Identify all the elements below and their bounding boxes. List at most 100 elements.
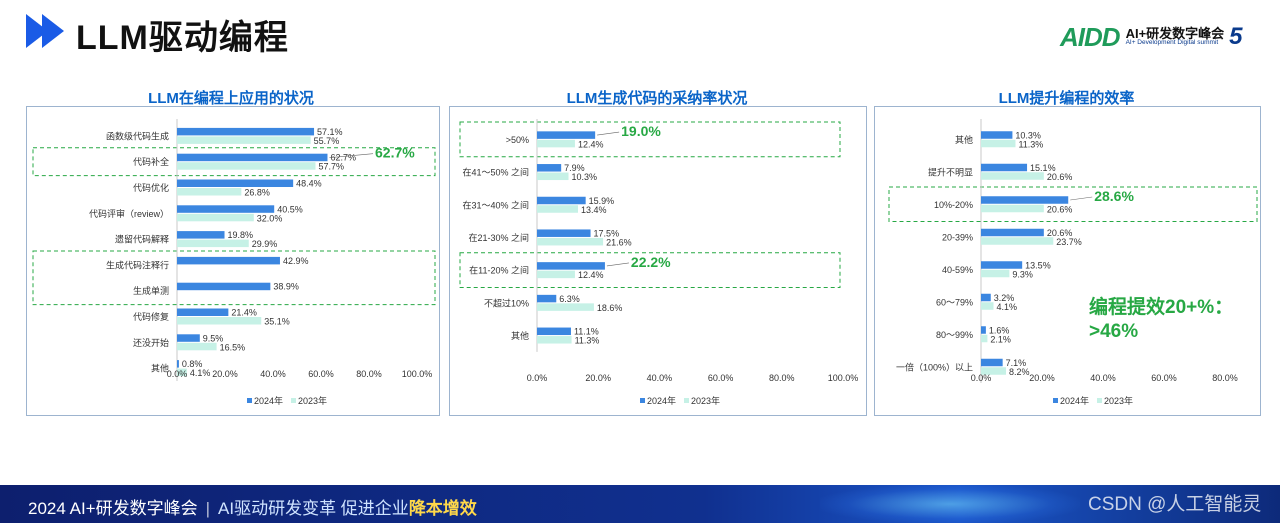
bar-2024 — [177, 308, 229, 316]
category-label: 20-39% — [942, 232, 973, 242]
bar-2023 — [981, 172, 1044, 180]
bar-2024 — [981, 293, 991, 302]
watermark: CSDN @人工智能灵 — [1088, 494, 1262, 515]
x-tick-label: 80.0% — [769, 373, 795, 383]
category-label: 60～79% — [936, 297, 973, 307]
x-tick-label: 20.0% — [585, 373, 611, 383]
bar-2024 — [537, 229, 591, 237]
x-tick-label: 40.0% — [260, 369, 286, 379]
data-label-2024: 17.5% — [594, 228, 620, 238]
leader-line — [329, 153, 374, 158]
footer-slogan-highlight: 降本增效 — [408, 499, 477, 518]
bar-2023 — [177, 162, 316, 170]
data-label-2023: 12.4% — [578, 139, 604, 149]
bar-2024 — [177, 153, 328, 162]
chart2-title: LLM生成代码的采纳率状况 — [566, 90, 748, 107]
category-label: 其他 — [151, 363, 169, 374]
data-label-2023: 26.8% — [244, 188, 270, 198]
category-label: 在31～40% 之间 — [462, 199, 529, 210]
bar-2023 — [537, 336, 572, 344]
data-label-highlight: 22.2% — [631, 254, 671, 270]
legend-label-2023: 2023年 — [691, 395, 720, 406]
bar-2023 — [981, 367, 1007, 375]
category-label: 函数级代码生成 — [106, 130, 169, 141]
bar-2024 — [537, 262, 605, 270]
data-label-2023: 18.6% — [597, 303, 623, 313]
bar-2023 — [981, 204, 1044, 213]
bar-2024 — [981, 358, 1003, 367]
data-label-2024: 7.9% — [564, 163, 585, 173]
data-label-2023: 13.4% — [581, 205, 607, 215]
data-label-2023: 4.1% — [997, 302, 1018, 312]
category-label: 在21-30% 之间 — [468, 232, 529, 243]
data-label-2024: 62.7% — [330, 153, 356, 163]
category-label: 生成单测 — [133, 285, 169, 296]
legend-label-2023: 2023年 — [1104, 395, 1133, 406]
data-label-2024: 40.5% — [277, 204, 303, 214]
category-label: 提升不明显 — [928, 167, 973, 177]
data-label-2024: 1.6% — [989, 325, 1010, 335]
bar-2024 — [981, 196, 1069, 204]
leader-line — [606, 262, 629, 267]
highlight-box-1 — [32, 250, 436, 306]
category-label: 80～99% — [936, 330, 973, 340]
x-tick-label: 40.0% — [1090, 373, 1116, 383]
bar-2023 — [537, 205, 579, 213]
category-label: 代码评审（review） — [89, 208, 169, 219]
data-label-2023: 9.3% — [1012, 269, 1033, 279]
data-label-2023: 23.7% — [1056, 237, 1082, 247]
legend-swatch-2023 — [684, 398, 689, 403]
category-label: 10%-20% — [934, 200, 973, 210]
footer-separator: | — [205, 499, 211, 518]
category-label: 代码修复 — [133, 311, 169, 322]
data-label-2023: 29.9% — [252, 239, 278, 249]
legend-label-2023: 2023年 — [298, 395, 327, 406]
data-label-2024: 10.3% — [1015, 130, 1041, 140]
category-label: 在41～50% 之间 — [462, 167, 529, 178]
x-tick-label: 60.0% — [708, 373, 734, 383]
legend-label-2024: 2024年 — [1060, 395, 1089, 406]
data-label-2024: 57.1% — [317, 127, 343, 137]
legend-swatch-2023 — [1097, 398, 1102, 403]
bar-2024 — [981, 326, 986, 334]
bar-2024 — [177, 231, 225, 239]
bar-2024 — [177, 205, 275, 213]
logo-number: 5 — [1229, 23, 1243, 50]
data-label-2023: 57.7% — [318, 162, 344, 172]
chart2-panel: >50% 19.0% 12.4% 在41～50% 之间 7.9% 10.3% 在31～40%… — [449, 106, 867, 416]
category-label: 其他 — [511, 330, 529, 341]
legend-swatch-2024 — [247, 398, 252, 403]
logo-mark: AIDD — [1060, 21, 1121, 52]
x-tick-label: 20.0% — [212, 369, 238, 379]
header-arrow-icon — [26, 14, 64, 48]
x-tick-label: 80.0% — [1212, 373, 1238, 383]
data-label-2024: 15.1% — [1030, 163, 1056, 173]
data-label-2024: 38.9% — [273, 282, 299, 292]
data-label-2023: 55.7% — [314, 136, 340, 146]
bar-2024 — [537, 131, 596, 139]
data-label-2024: 48.4% — [296, 179, 322, 189]
legend-swatch-2023 — [291, 398, 296, 403]
data-label-highlight: 28.6% — [1094, 188, 1134, 204]
x-tick-label: 60.0% — [308, 369, 334, 379]
x-tick-label: 0.0% — [971, 373, 992, 383]
data-label-2023: 32.0% — [257, 213, 283, 223]
x-tick-label: 80.0% — [356, 369, 382, 379]
logo-cn-text: AI+研发数字峰会 — [1125, 25, 1225, 41]
data-label-2024: 7.1% — [1006, 358, 1027, 368]
x-tick-label: 20.0% — [1029, 373, 1055, 383]
bar-2024 — [981, 228, 1044, 237]
bar-2024 — [981, 131, 1013, 139]
data-label-2023: 4.1% — [190, 368, 211, 378]
bar-2023 — [981, 139, 1016, 148]
logo-en-text: AI+ Development Digital summit — [1125, 39, 1219, 47]
legend-swatch-2024 — [640, 398, 645, 403]
category-label: 代码补全 — [133, 156, 169, 167]
category-label: 生成代码注释行 — [106, 259, 169, 270]
bar-2023 — [177, 213, 254, 222]
bar-2023 — [177, 317, 262, 325]
category-label: 其他 — [955, 134, 973, 145]
data-label-2023: 10.3% — [572, 172, 598, 182]
bar-2024 — [537, 164, 562, 172]
bar-2024 — [177, 127, 315, 136]
